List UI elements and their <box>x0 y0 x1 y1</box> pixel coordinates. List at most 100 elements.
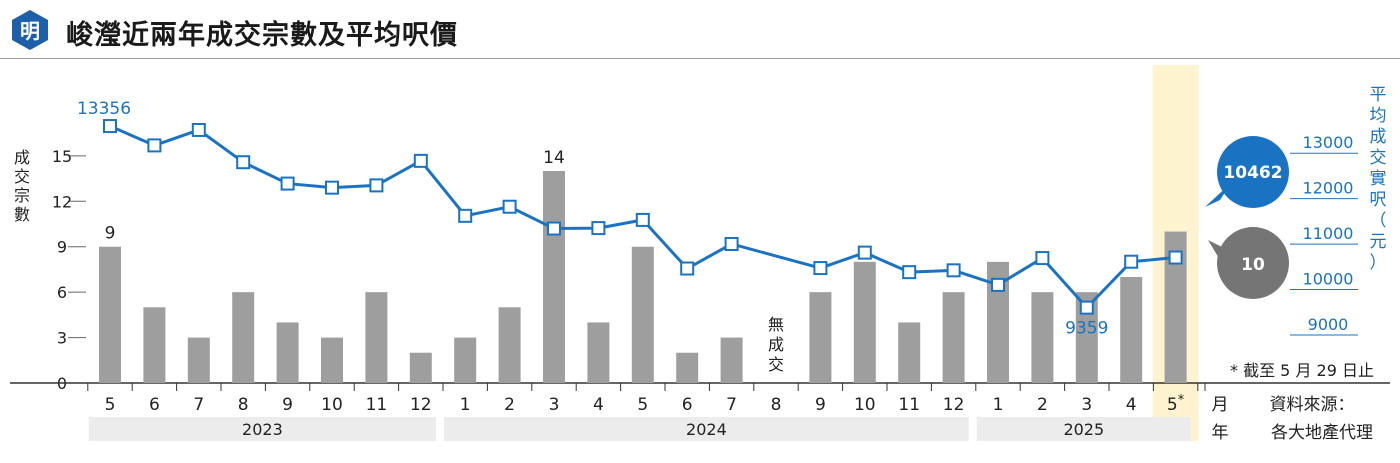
line-axis-title-char: 成 <box>1370 127 1387 147</box>
bar-value-label: 9 <box>105 224 116 244</box>
source-label: 資料來源： <box>1270 395 1355 415</box>
line-axis-title-char: 元 <box>1370 232 1387 252</box>
line-axis-title-char: （ <box>1370 211 1387 231</box>
year-group-label: 2025 <box>1063 420 1104 439</box>
year-group-band <box>976 417 1191 441</box>
bar-axis-tick-label: 6 <box>57 283 67 302</box>
bar <box>1031 292 1054 383</box>
bar-axis-title-char: 數 <box>14 205 30 224</box>
price-point <box>591 221 606 236</box>
bar-axis-tick-label: 12 <box>52 192 72 211</box>
bar <box>1120 277 1143 383</box>
bar-axis-tick-label: 15 <box>52 147 72 166</box>
month-label: 11 <box>898 395 920 415</box>
month-label: 1 <box>460 395 471 415</box>
month-label: 5 <box>637 395 648 415</box>
line-axis-title-char: 呎 <box>1370 190 1387 210</box>
price-point <box>103 119 117 134</box>
bar <box>409 352 432 383</box>
year-unit-label: 年 <box>1212 423 1229 443</box>
price-line <box>109 124 1176 310</box>
month-label: 9 <box>282 395 293 415</box>
line-axis-tick-label: 13000 <box>1303 133 1354 152</box>
price-point <box>325 180 339 195</box>
source-name: 各大地產代理 <box>1271 423 1373 443</box>
price-point <box>280 176 295 191</box>
bar <box>143 307 166 383</box>
price-point <box>724 236 739 251</box>
no-deal-label-char: 成 <box>768 335 784 354</box>
price-point <box>1035 251 1050 266</box>
footnote: * 截至 5 月 29 日止 <box>1230 361 1374 380</box>
price-point <box>991 277 1005 292</box>
price-point <box>236 155 251 170</box>
bar <box>99 246 121 383</box>
year-group-band <box>444 417 969 441</box>
line-axis-title-char: 均 <box>1370 106 1387 126</box>
price-point <box>902 265 917 280</box>
price-point <box>413 153 428 168</box>
month-label: 12 <box>943 395 965 415</box>
title-divider <box>0 58 1400 59</box>
month-label: 8 <box>771 395 782 415</box>
bar <box>631 246 654 383</box>
bar <box>942 292 965 383</box>
bar <box>853 261 876 383</box>
price-point <box>458 208 473 223</box>
month-label: 3 <box>549 395 560 415</box>
price-callout-text: 10462 <box>1223 163 1282 183</box>
price-point <box>369 178 384 193</box>
newspaper-logo: 明 <box>12 10 48 50</box>
line-axis-title-char: 交 <box>1370 148 1387 168</box>
title-bar: 明 峻瀅近兩年成交宗數及平均呎價 <box>0 0 1400 58</box>
year-group-label: 2023 <box>242 420 283 439</box>
month-label: 6 <box>149 395 160 415</box>
bar <box>187 337 210 383</box>
year-group-band <box>88 417 437 441</box>
price-point <box>857 245 872 260</box>
bar <box>276 322 299 383</box>
line-axis-tick-label: 12000 <box>1303 179 1354 198</box>
price-point <box>191 122 206 137</box>
line-axis-title-char: 實 <box>1370 169 1387 189</box>
bar <box>587 322 610 383</box>
price-point <box>147 138 162 153</box>
month-label: 7 <box>726 395 737 415</box>
bar-axis-tick-label: 9 <box>57 238 67 257</box>
price-point <box>946 263 961 278</box>
month-label: 7 <box>193 395 204 415</box>
deal-callout-bubble <box>1217 227 1289 299</box>
month-label: 1 <box>993 395 1004 415</box>
line-axis-tick-label: 11000 <box>1303 224 1354 243</box>
bar <box>1075 292 1098 383</box>
bar <box>720 337 743 383</box>
bar <box>365 292 388 383</box>
bar <box>543 171 565 383</box>
line-axis-tick-label: 9000 <box>1308 315 1349 334</box>
price-callout-bubble <box>1217 136 1289 208</box>
price-point <box>1124 254 1139 269</box>
bar <box>898 322 921 383</box>
month-label: 4 <box>1126 395 1137 415</box>
month-unit-label: 月 <box>1212 395 1229 415</box>
month-label: 2 <box>1037 395 1048 415</box>
bar-value-label: 14 <box>543 148 565 168</box>
bar <box>987 261 1009 383</box>
month-label: 10 <box>321 395 343 415</box>
month-label: 8 <box>238 395 249 415</box>
price-point <box>547 221 561 236</box>
bar <box>454 337 477 383</box>
line-value-label: 13356 <box>77 99 131 119</box>
bar <box>809 292 832 383</box>
price-point <box>502 199 517 214</box>
month-label: 3 <box>1081 395 1092 415</box>
bar <box>676 352 699 383</box>
month-label: 6 <box>682 395 693 415</box>
bar-axis-title-char: 成 <box>14 148 30 167</box>
month-label: 11 <box>366 395 388 415</box>
no-deal-label-char: 無 <box>768 315 784 334</box>
price-point <box>813 261 828 276</box>
deal-callout-text: 10 <box>1241 255 1265 275</box>
month-label: 2 <box>504 395 515 415</box>
